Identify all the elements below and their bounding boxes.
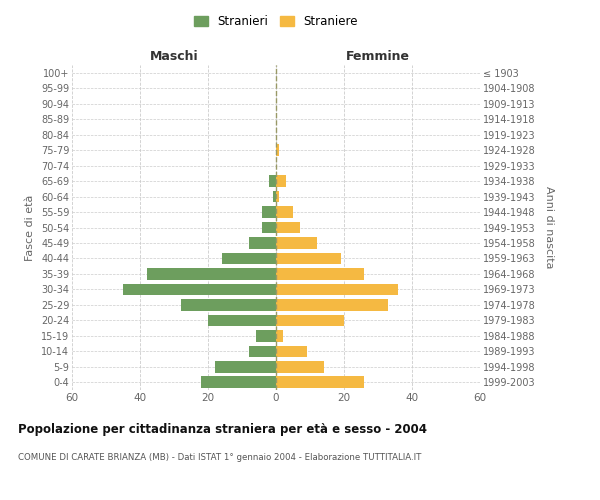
Y-axis label: Fasce di età: Fasce di età bbox=[25, 194, 35, 260]
Bar bbox=[201, 376, 276, 388]
Y-axis label: Anni di nascita: Anni di nascita bbox=[544, 186, 554, 269]
Bar bbox=[181, 299, 276, 310]
Bar bbox=[249, 237, 276, 249]
Bar bbox=[276, 361, 323, 372]
Bar bbox=[276, 268, 364, 280]
Text: Maschi: Maschi bbox=[149, 50, 199, 62]
Bar bbox=[276, 237, 317, 249]
Bar bbox=[276, 299, 388, 310]
Text: COMUNE DI CARATE BRIANZA (MB) - Dati ISTAT 1° gennaio 2004 - Elaborazione TUTTIT: COMUNE DI CARATE BRIANZA (MB) - Dati IST… bbox=[18, 452, 421, 462]
Bar bbox=[262, 222, 276, 234]
Bar bbox=[249, 346, 276, 357]
Bar bbox=[215, 361, 276, 372]
Bar bbox=[269, 176, 276, 187]
Bar bbox=[276, 376, 364, 388]
Bar bbox=[123, 284, 276, 295]
Legend: Stranieri, Straniere: Stranieri, Straniere bbox=[189, 10, 363, 33]
Bar bbox=[276, 206, 293, 218]
Bar bbox=[221, 252, 276, 264]
Bar bbox=[262, 206, 276, 218]
Bar bbox=[276, 144, 280, 156]
Bar bbox=[276, 284, 398, 295]
Bar bbox=[147, 268, 276, 280]
Text: Femmine: Femmine bbox=[346, 50, 410, 62]
Bar bbox=[272, 190, 276, 202]
Bar bbox=[276, 176, 286, 187]
Bar bbox=[276, 330, 283, 342]
Bar bbox=[208, 314, 276, 326]
Bar bbox=[276, 346, 307, 357]
Bar bbox=[276, 252, 341, 264]
Text: Popolazione per cittadinanza straniera per età e sesso - 2004: Popolazione per cittadinanza straniera p… bbox=[18, 422, 427, 436]
Bar bbox=[276, 190, 280, 202]
Bar bbox=[256, 330, 276, 342]
Bar bbox=[276, 314, 344, 326]
Bar bbox=[276, 222, 300, 234]
